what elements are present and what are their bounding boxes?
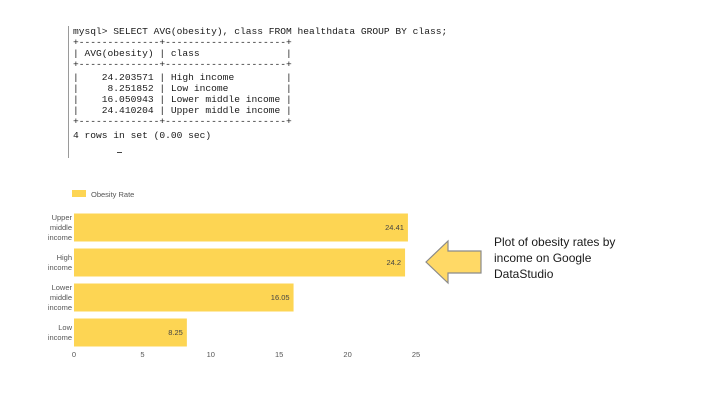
x-tick-label: 0: [72, 350, 76, 359]
sql-terminal-output: mysql> SELECT AVG(obesity), class FROM h…: [68, 26, 469, 158]
data-label: 24.2: [386, 258, 401, 267]
category-label: income: [48, 233, 72, 242]
terminal-line: +--------------+---------------------+: [73, 37, 292, 48]
bar: [74, 248, 406, 277]
x-tick-label: 5: [140, 350, 144, 359]
left-arrow-icon: [425, 239, 482, 285]
x-tick-label: 25: [412, 350, 420, 359]
category-label: middle: [50, 223, 72, 232]
legend-label: Obesity Rate: [91, 190, 134, 199]
category-label: Upper: [52, 213, 73, 222]
x-tick-label: 10: [207, 350, 215, 359]
chart-caption: Plot of obesity rates by income on Googl…: [494, 235, 616, 281]
data-label: 8.25: [168, 328, 183, 337]
bar: [74, 283, 294, 312]
legend-swatch: [72, 190, 86, 197]
terminal-line: | 8.251852 | Low income |: [73, 83, 292, 94]
category-label: Low: [58, 323, 72, 332]
data-label: 24.41: [385, 223, 404, 232]
terminal-line: | 24.410204 | Upper middle income |: [73, 105, 292, 116]
terminal-line: +--------------+---------------------+: [73, 116, 292, 127]
category-label: income: [48, 303, 72, 312]
terminal-line: | 24.203571 | High income |: [73, 72, 292, 83]
data-label: 16.05: [271, 293, 290, 302]
terminal-line: | 16.050943 | Lower middle income |: [73, 94, 292, 105]
terminal-line: +--------------+---------------------+: [73, 59, 292, 70]
category-label: Lower: [52, 283, 73, 292]
terminal-line: 4 rows in set (0.00 sec): [73, 130, 212, 141]
bar: [74, 213, 408, 242]
category-label: High: [57, 253, 72, 262]
x-tick-label: 15: [275, 350, 283, 359]
x-tick-label: 20: [343, 350, 351, 359]
category-label: middle: [50, 293, 72, 302]
terminal-cursor: [117, 152, 122, 153]
terminal-line: mysql> SELECT AVG(obesity), class FROM h…: [73, 26, 448, 37]
category-label: income: [48, 263, 72, 272]
terminal-line: | AVG(obesity) | class |: [73, 48, 292, 59]
bar: [74, 318, 187, 347]
category-label: income: [48, 333, 72, 342]
